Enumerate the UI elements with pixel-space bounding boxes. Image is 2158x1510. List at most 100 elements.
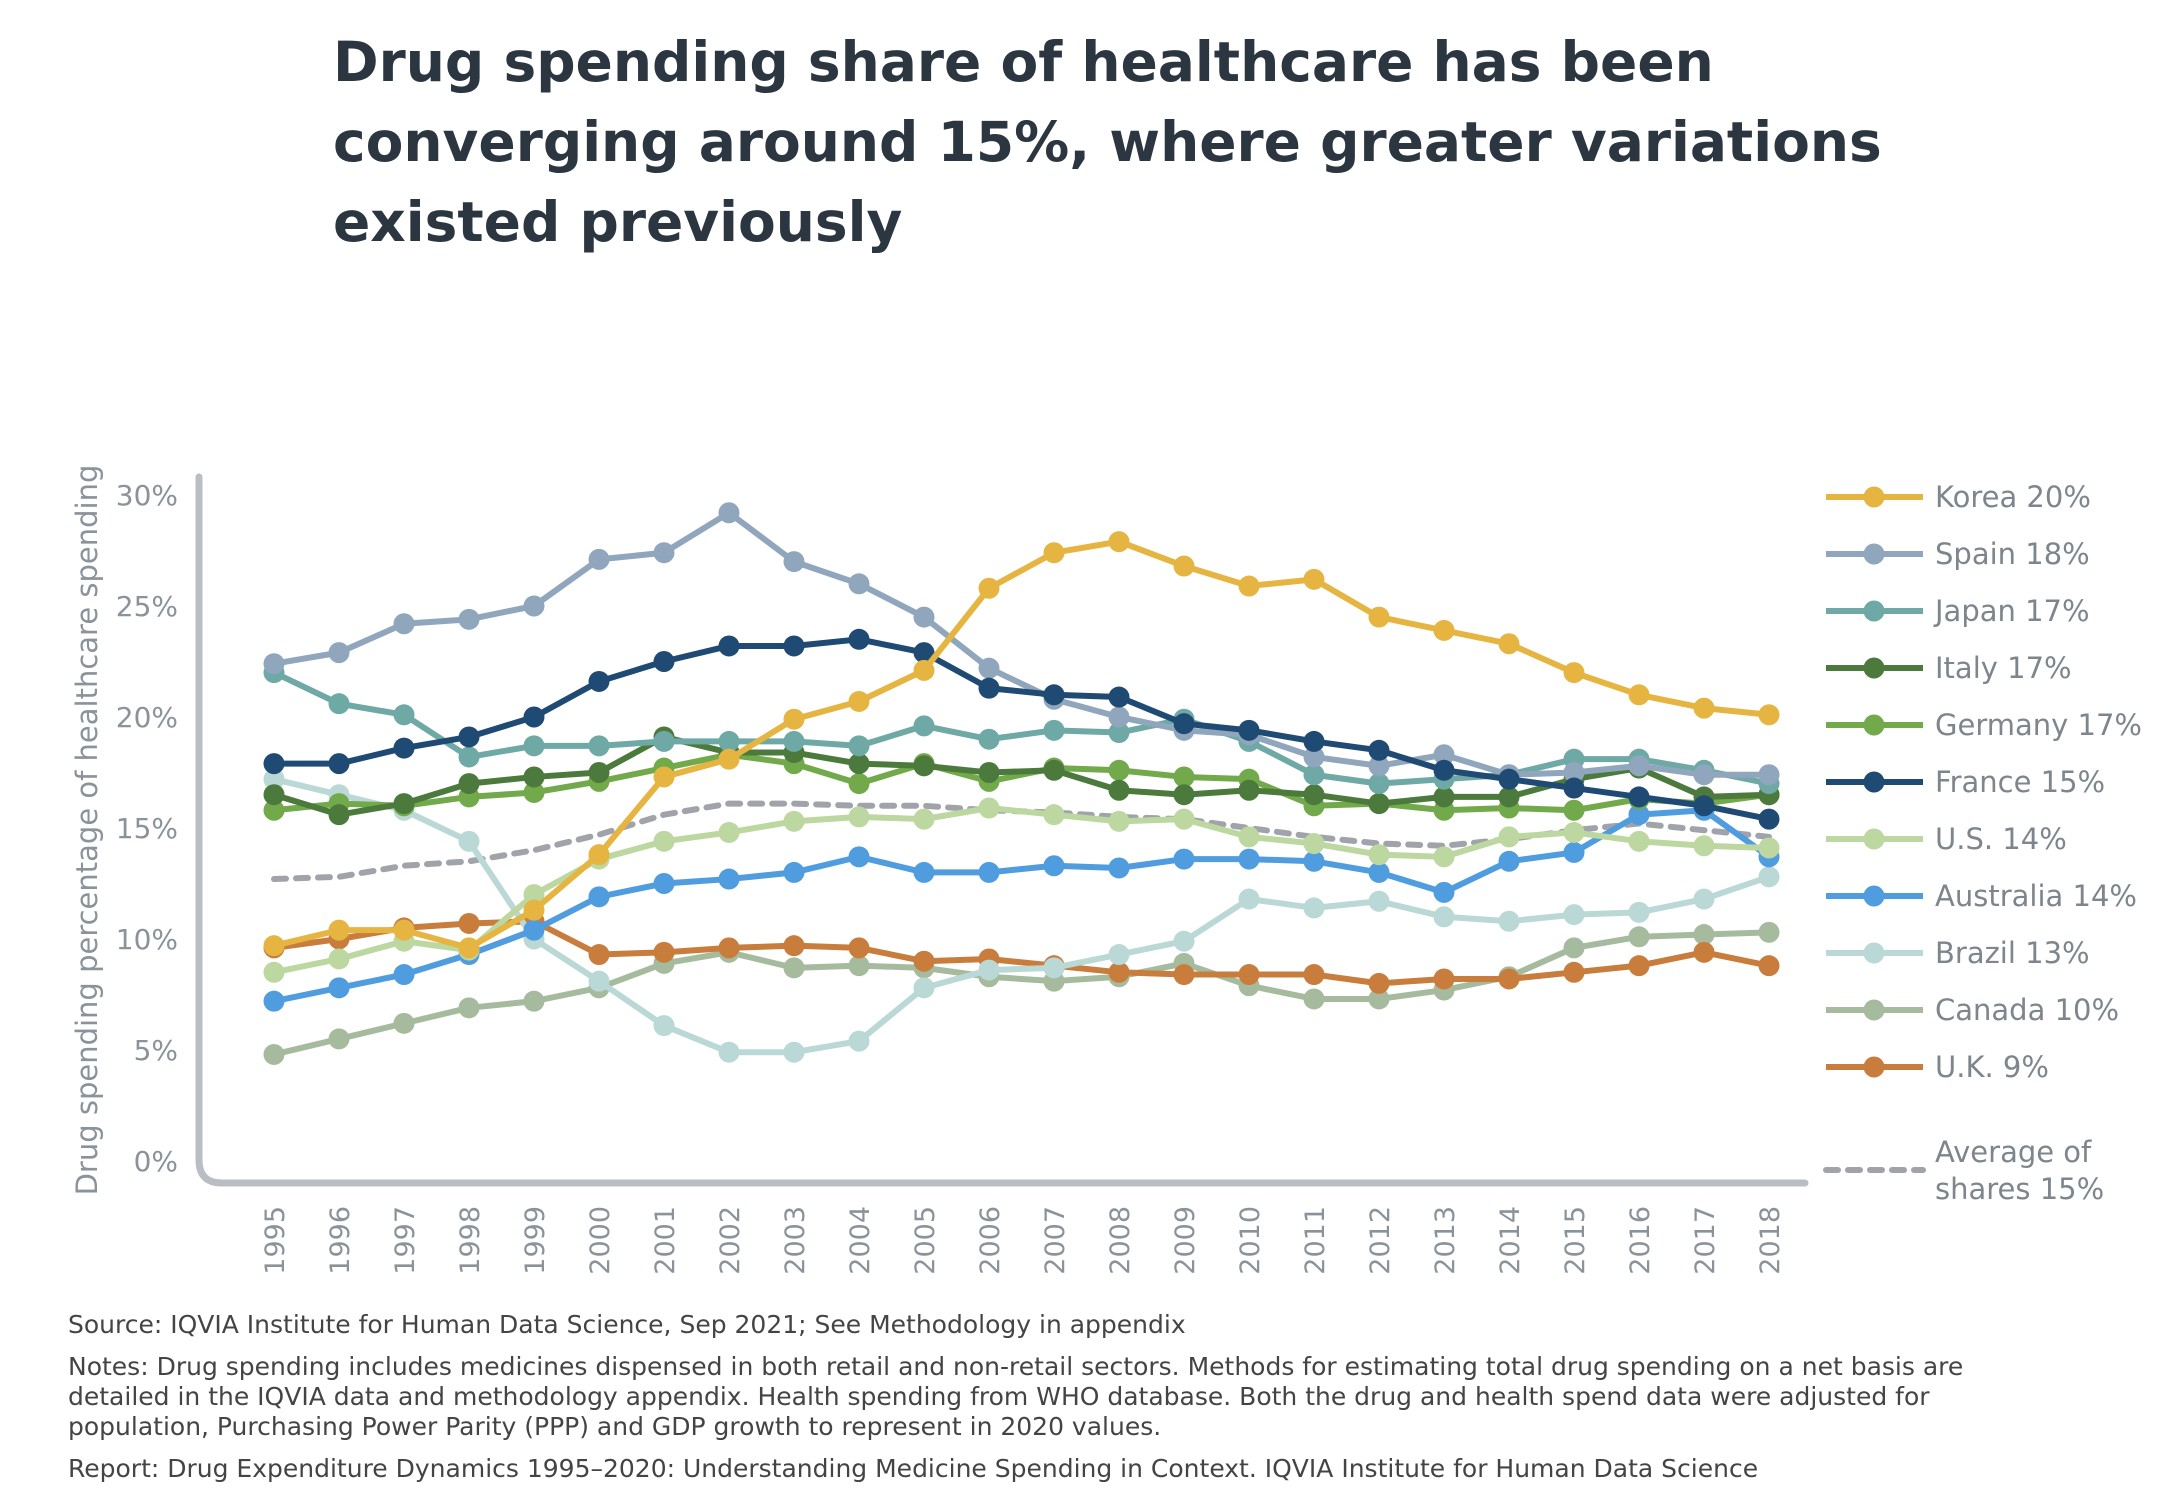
footer-notes-line-3: population, Purchasing Power Parity (PPP… — [68, 1412, 1162, 1441]
data-point — [978, 677, 1000, 699]
data-point — [458, 912, 480, 934]
legend-item-australia-14: Australia 14% — [1826, 879, 2137, 913]
data-point — [1433, 619, 1455, 641]
data-point — [1108, 944, 1130, 966]
data-point — [783, 730, 805, 752]
data-point — [1758, 704, 1780, 726]
chart-axes — [195, 473, 1809, 1187]
data-point — [783, 861, 805, 883]
y-tick-label: 25% — [116, 590, 178, 623]
x-tick-label: 2017 — [1690, 1206, 1721, 1275]
data-point — [848, 773, 870, 795]
data-point — [653, 730, 675, 752]
data-point — [1173, 964, 1195, 986]
data-point — [263, 935, 285, 957]
data-point — [1693, 941, 1715, 963]
data-point — [718, 730, 740, 752]
data-point — [1108, 722, 1130, 744]
series-line — [271, 805, 1772, 976]
data-point — [1173, 766, 1195, 788]
y-tick-label: 20% — [116, 701, 178, 734]
data-point — [1758, 837, 1780, 859]
series-france-15 — [263, 628, 1780, 830]
data-point — [848, 806, 870, 828]
legend-item-japan-17: Japan 17% — [1826, 594, 2090, 628]
data-point — [1043, 684, 1065, 706]
data-point — [1758, 955, 1780, 977]
data-point — [653, 941, 675, 963]
data-point — [783, 957, 805, 979]
series-u-s-14 — [263, 797, 1780, 983]
data-point — [913, 808, 935, 830]
data-point — [1368, 972, 1390, 994]
x-tick-label: 2001 — [650, 1206, 681, 1275]
x-tick-label: 1995 — [260, 1206, 291, 1275]
data-point — [458, 997, 480, 1019]
series-line — [271, 509, 1772, 778]
legend-label: Brazil 13% — [1935, 936, 2090, 970]
data-point — [523, 735, 545, 757]
legend-marker — [1863, 600, 1885, 622]
data-point — [718, 868, 740, 890]
data-point — [718, 1041, 740, 1063]
data-point — [718, 748, 740, 770]
footer-notes-line-2: detailed in the IQVIA data and methodolo… — [68, 1382, 1930, 1411]
data-point — [328, 693, 350, 715]
series-line — [271, 733, 1772, 818]
data-point — [978, 797, 1000, 819]
data-point — [523, 990, 545, 1012]
data-point — [523, 899, 545, 921]
data-point — [1498, 826, 1520, 848]
x-tick-label: 2013 — [1430, 1206, 1461, 1275]
data-point — [263, 653, 285, 675]
data-point — [1368, 890, 1390, 912]
data-point — [263, 1043, 285, 1065]
data-point — [458, 937, 480, 959]
y-tick-label: 15% — [116, 812, 178, 845]
legend-marker — [1863, 771, 1885, 793]
data-point — [913, 606, 935, 628]
x-tick-label: 2003 — [780, 1206, 811, 1275]
data-point — [1043, 804, 1065, 826]
data-point — [588, 844, 610, 866]
data-point — [1433, 881, 1455, 903]
data-point — [1303, 730, 1325, 752]
data-point — [1303, 784, 1325, 806]
data-point — [393, 613, 415, 635]
chart-title: Drug spending share of healthcare has be… — [333, 22, 1933, 262]
data-point — [523, 706, 545, 728]
x-tick-label: 2012 — [1365, 1206, 1396, 1275]
x-tick-label: 2005 — [910, 1206, 941, 1275]
data-point — [913, 977, 935, 999]
y-tick-label: 0% — [134, 1145, 178, 1178]
data-point — [263, 768, 285, 790]
legend-label: U.S. 14% — [1935, 822, 2067, 856]
y-tick-label: 10% — [116, 923, 178, 956]
legend-marker — [1863, 714, 1885, 736]
data-point — [1693, 924, 1715, 946]
data-point — [458, 746, 480, 768]
data-point — [848, 1030, 870, 1052]
data-point — [848, 628, 870, 650]
data-point — [393, 919, 415, 941]
data-point — [653, 830, 675, 852]
data-point — [393, 737, 415, 759]
data-point — [393, 793, 415, 815]
x-tick-label: 1999 — [520, 1206, 551, 1275]
y-axis-ticks: 0% 5% 10% 15% 20% 25% 30% — [116, 479, 178, 1178]
data-point — [1498, 768, 1520, 790]
data-point — [783, 551, 805, 573]
footer-notes: Notes: Drug spending includes medicines … — [68, 1352, 2108, 1442]
data-point — [1563, 821, 1585, 843]
data-point — [458, 726, 480, 748]
data-point — [1238, 848, 1260, 870]
data-point — [1303, 964, 1325, 986]
data-point — [328, 642, 350, 664]
data-point — [263, 753, 285, 775]
x-tick-label: 2010 — [1235, 1206, 1266, 1275]
data-point — [263, 961, 285, 983]
data-point — [1693, 888, 1715, 910]
data-point — [718, 502, 740, 524]
